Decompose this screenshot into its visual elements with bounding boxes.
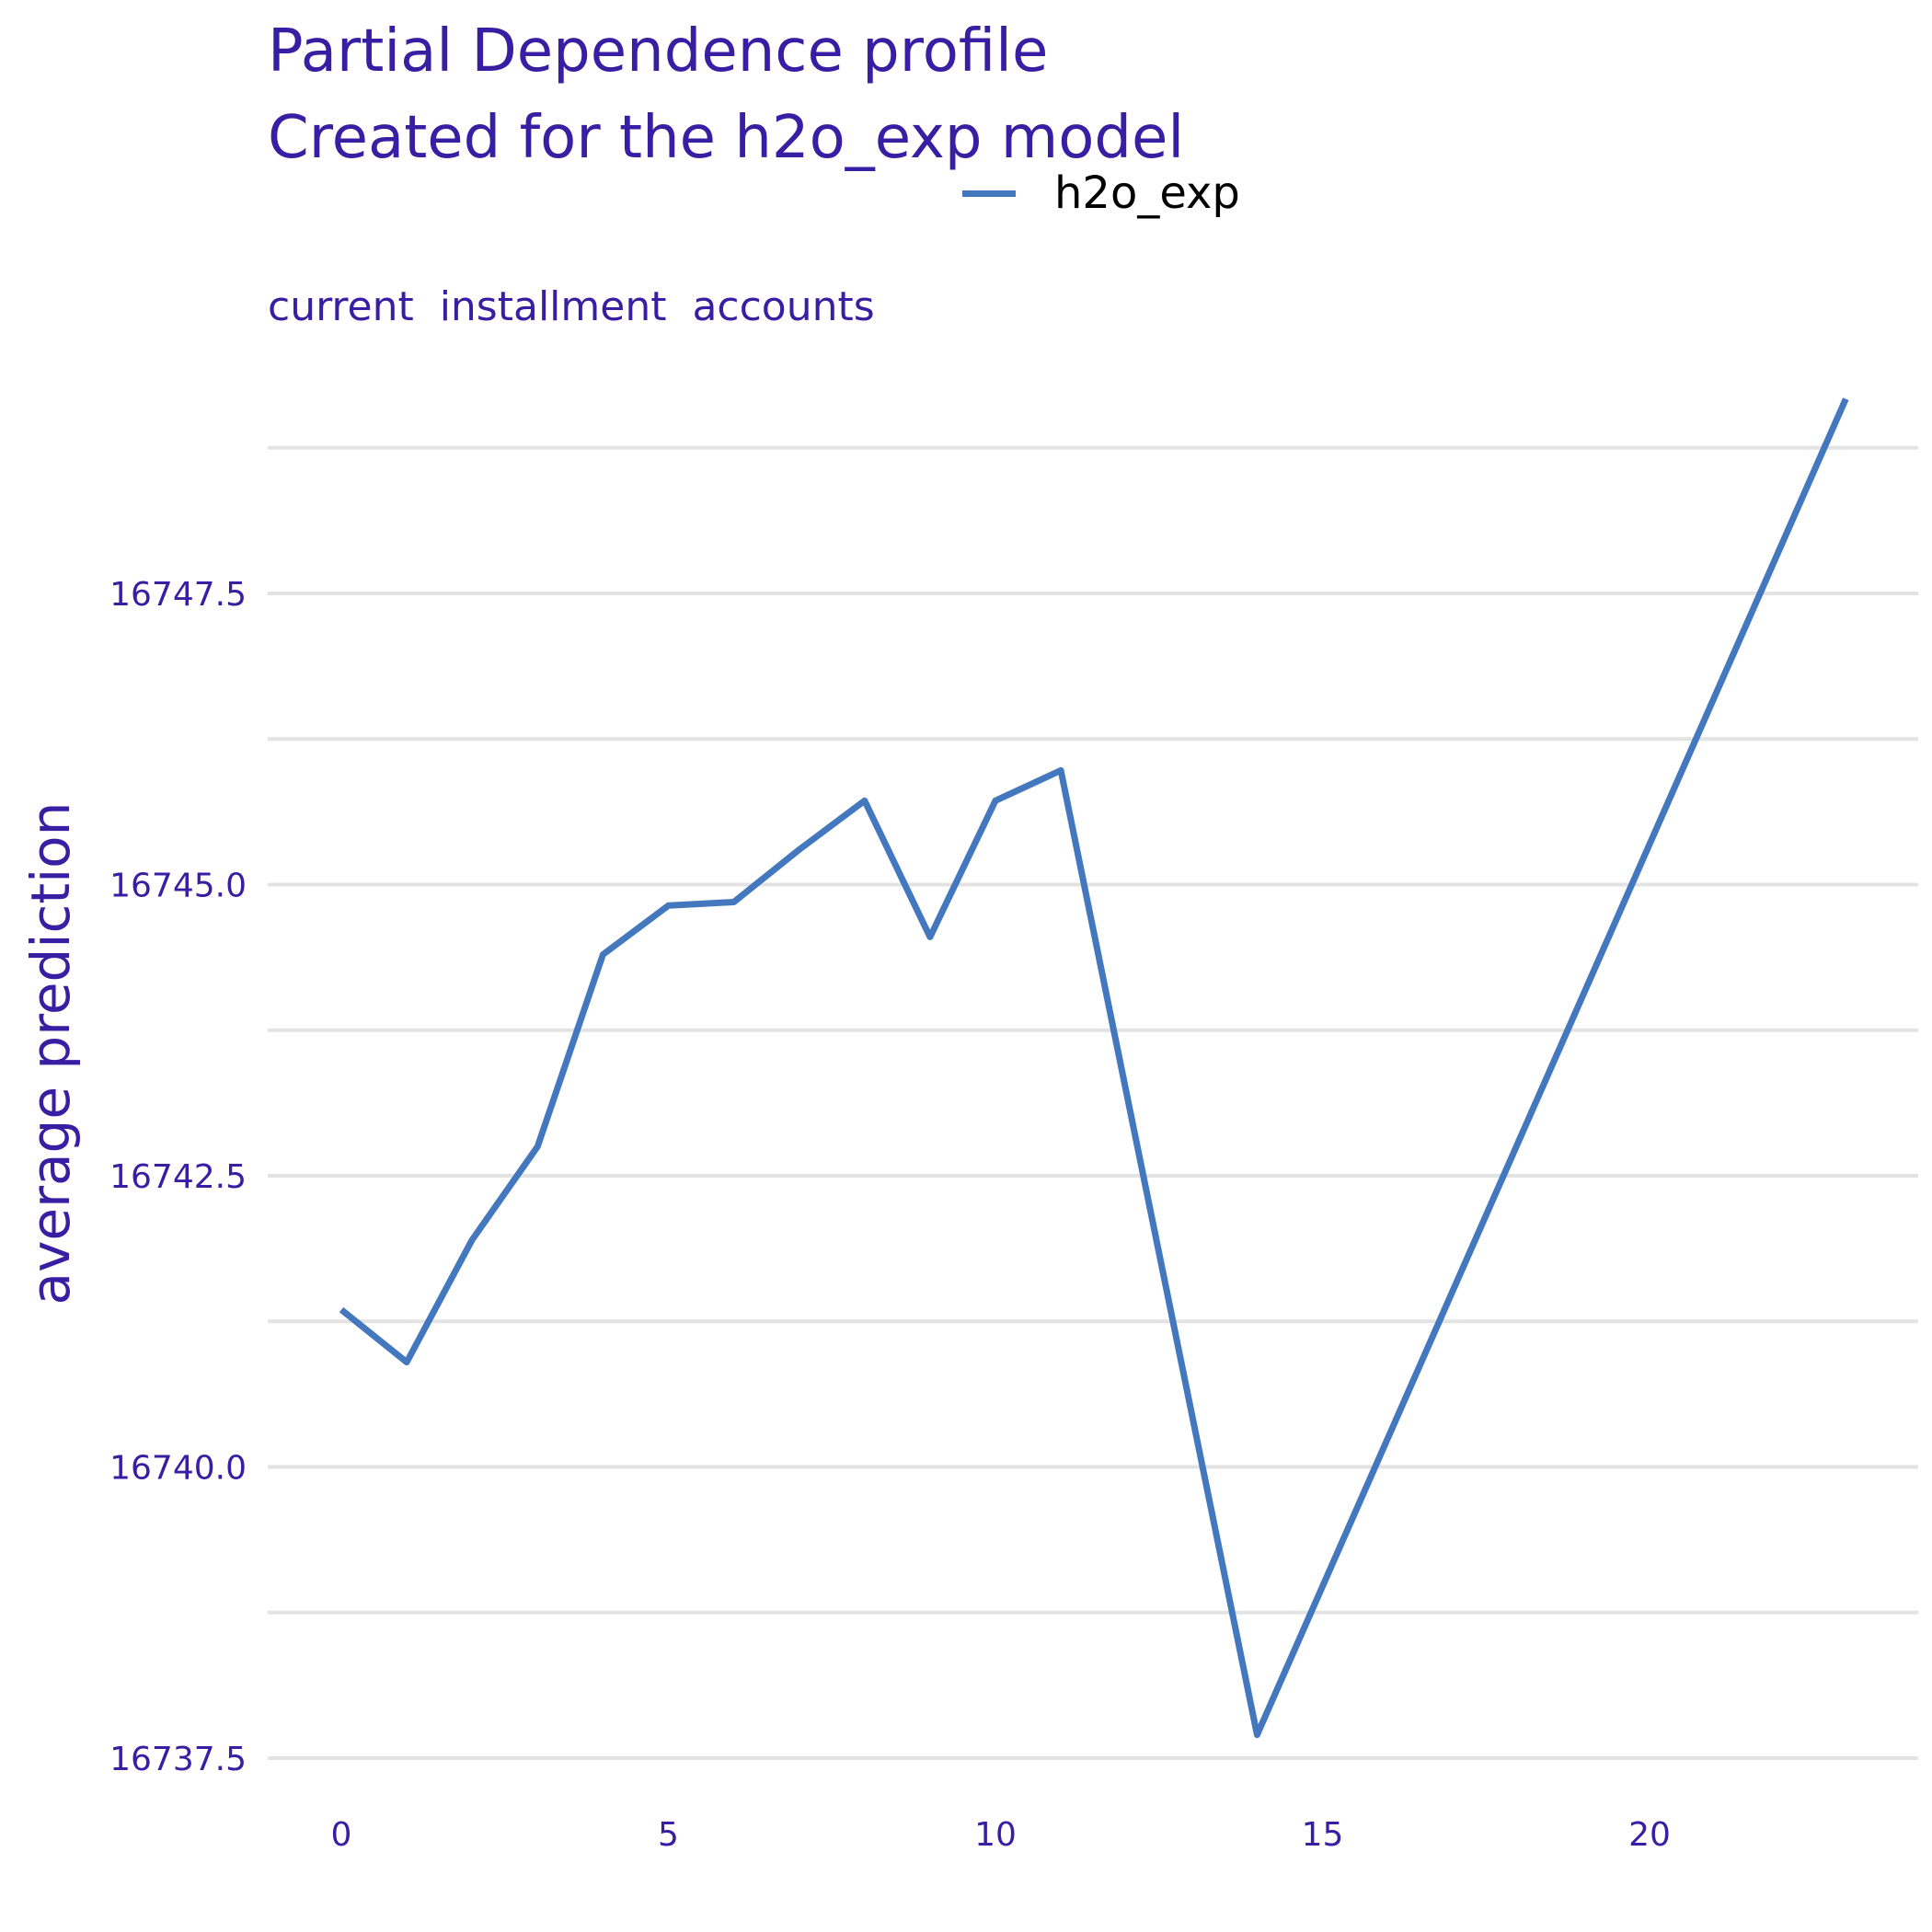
x-tick-label: 10 [974, 1816, 1017, 1854]
facet-label: current installment accounts [268, 283, 875, 330]
x-tick-label: 15 [1302, 1816, 1344, 1854]
chart-title: Partial Dependence profile [268, 17, 1049, 86]
legend: h2o_exp [962, 166, 1240, 221]
chart-subtitle: Created for the h2o_exp model [268, 104, 1185, 172]
x-tick-label: 5 [658, 1816, 679, 1854]
y-tick-label: 16740.0 [109, 1450, 247, 1488]
y-tick-label: 16745.0 [109, 868, 247, 905]
y-tick-label: 16742.5 [109, 1158, 247, 1196]
series-line-h2o_exp [339, 397, 1849, 1739]
y-tick-label: 16737.5 [109, 1741, 247, 1778]
legend-line-swatch [962, 190, 1016, 197]
legend-label: h2o_exp [1054, 167, 1240, 219]
x-tick-label: 20 [1628, 1816, 1671, 1854]
y-tick-label: 16747.5 [109, 576, 247, 614]
x-tick-label: 0 [331, 1816, 352, 1854]
